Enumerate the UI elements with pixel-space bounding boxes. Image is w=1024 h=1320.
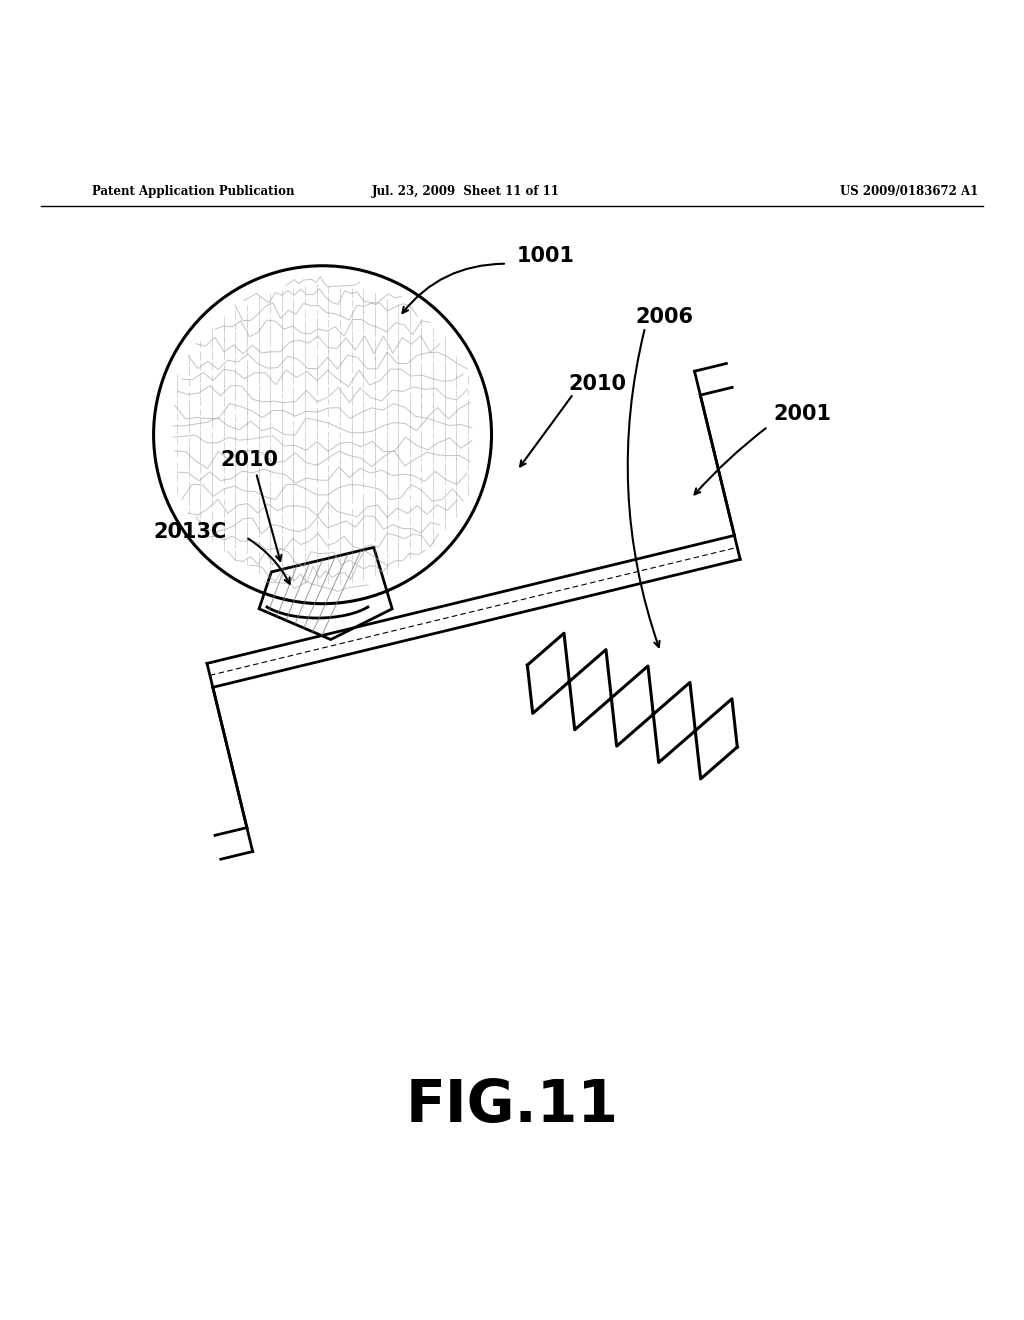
Text: 1001: 1001 [517, 246, 575, 265]
Text: 2006: 2006 [635, 308, 693, 327]
Text: 2010: 2010 [220, 450, 279, 470]
Text: FIG.11: FIG.11 [406, 1077, 618, 1134]
Text: Patent Application Publication: Patent Application Publication [92, 185, 295, 198]
Text: 2010: 2010 [568, 374, 627, 393]
Text: Jul. 23, 2009  Sheet 11 of 11: Jul. 23, 2009 Sheet 11 of 11 [372, 185, 560, 198]
Text: US 2009/0183672 A1: US 2009/0183672 A1 [840, 185, 978, 198]
Text: 2013C: 2013C [154, 521, 227, 543]
Text: 2001: 2001 [773, 404, 831, 424]
